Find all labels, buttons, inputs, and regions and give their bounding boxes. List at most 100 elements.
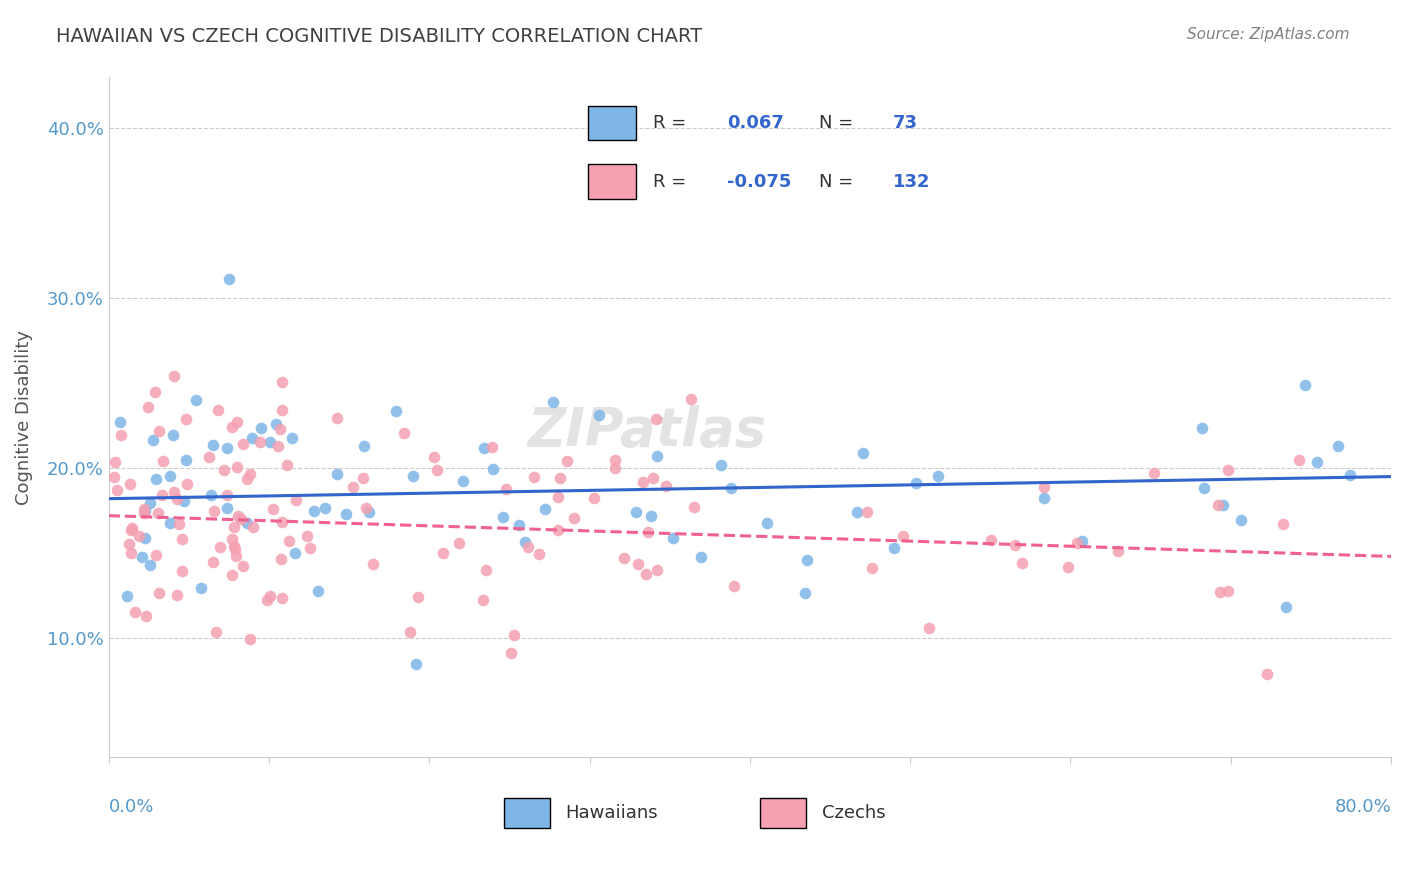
Point (645, 449, 668, 463)
Point (917, 621, 939, 635)
Point (240, 431, 263, 445)
Point (1288, 453, 1310, 467)
Point (361, 557, 384, 571)
Point (239, 632, 262, 646)
Point (270, 551, 292, 566)
Y-axis label: Cognitive Disability: Cognitive Disability (15, 330, 32, 505)
Point (710, 458, 733, 472)
Point (720, 481, 742, 495)
Point (249, 434, 271, 449)
Point (405, 657, 427, 672)
Point (134, 504, 156, 518)
Point (980, 533, 1002, 547)
Point (226, 509, 249, 524)
Point (302, 504, 325, 518)
Point (1206, 498, 1229, 512)
Point (103, 470, 125, 484)
Point (385, 404, 408, 418)
Point (1327, 439, 1350, 453)
Point (513, 534, 536, 549)
Point (104, 455, 127, 469)
Point (1294, 378, 1316, 392)
Point (118, 537, 141, 551)
Point (655, 478, 678, 492)
Point (212, 463, 235, 477)
Point (167, 517, 190, 532)
Point (1192, 482, 1215, 496)
Point (394, 425, 416, 440)
Point (152, 454, 174, 468)
Point (145, 472, 167, 486)
Point (860, 561, 883, 575)
Point (232, 437, 254, 451)
Text: 0.0%: 0.0% (108, 797, 155, 815)
Point (1011, 556, 1033, 570)
Point (120, 524, 142, 538)
Point (314, 501, 336, 516)
Point (723, 579, 745, 593)
Point (135, 609, 157, 624)
Point (162, 427, 184, 442)
Point (1142, 467, 1164, 481)
Point (128, 528, 150, 542)
Point (326, 467, 349, 481)
Point (647, 563, 669, 577)
Point (139, 558, 162, 572)
Point (256, 592, 278, 607)
Point (148, 424, 170, 438)
Point (229, 512, 252, 526)
Point (221, 568, 243, 582)
Point (281, 431, 304, 445)
Point (146, 506, 169, 520)
Point (640, 508, 662, 523)
Point (353, 439, 375, 453)
Point (481, 440, 503, 454)
Point (284, 493, 307, 508)
Point (588, 408, 610, 422)
Point (190, 582, 212, 596)
Point (166, 491, 188, 506)
Point (271, 516, 294, 530)
Point (217, 500, 239, 515)
Point (1339, 468, 1361, 483)
Point (271, 375, 294, 389)
Point (276, 458, 298, 472)
Point (891, 528, 914, 542)
Point (117, 589, 139, 603)
Point (689, 549, 711, 564)
Point (159, 468, 181, 483)
Point (217, 488, 239, 502)
Point (605, 461, 627, 475)
Point (172, 564, 194, 578)
Point (225, 460, 247, 475)
Point (145, 548, 167, 562)
Point (218, 271, 240, 285)
Point (250, 421, 273, 435)
Point (1070, 533, 1092, 548)
Point (359, 505, 381, 519)
Point (904, 476, 927, 491)
Point (174, 452, 197, 467)
Point (534, 502, 557, 516)
Text: 80.0%: 80.0% (1334, 797, 1391, 815)
Point (516, 541, 538, 555)
Point (215, 441, 238, 455)
Point (501, 646, 523, 660)
Point (432, 546, 454, 560)
Point (527, 547, 550, 561)
Point (121, 521, 143, 535)
Point (148, 586, 170, 600)
Point (1216, 463, 1239, 477)
Point (298, 541, 321, 556)
Point (495, 482, 517, 496)
Point (683, 500, 706, 514)
Point (1209, 584, 1232, 599)
Point (613, 550, 636, 565)
Point (225, 549, 247, 564)
Point (679, 392, 702, 406)
Point (426, 463, 449, 477)
Point (547, 490, 569, 504)
Point (447, 536, 470, 550)
Point (335, 507, 357, 521)
Point (174, 412, 197, 426)
